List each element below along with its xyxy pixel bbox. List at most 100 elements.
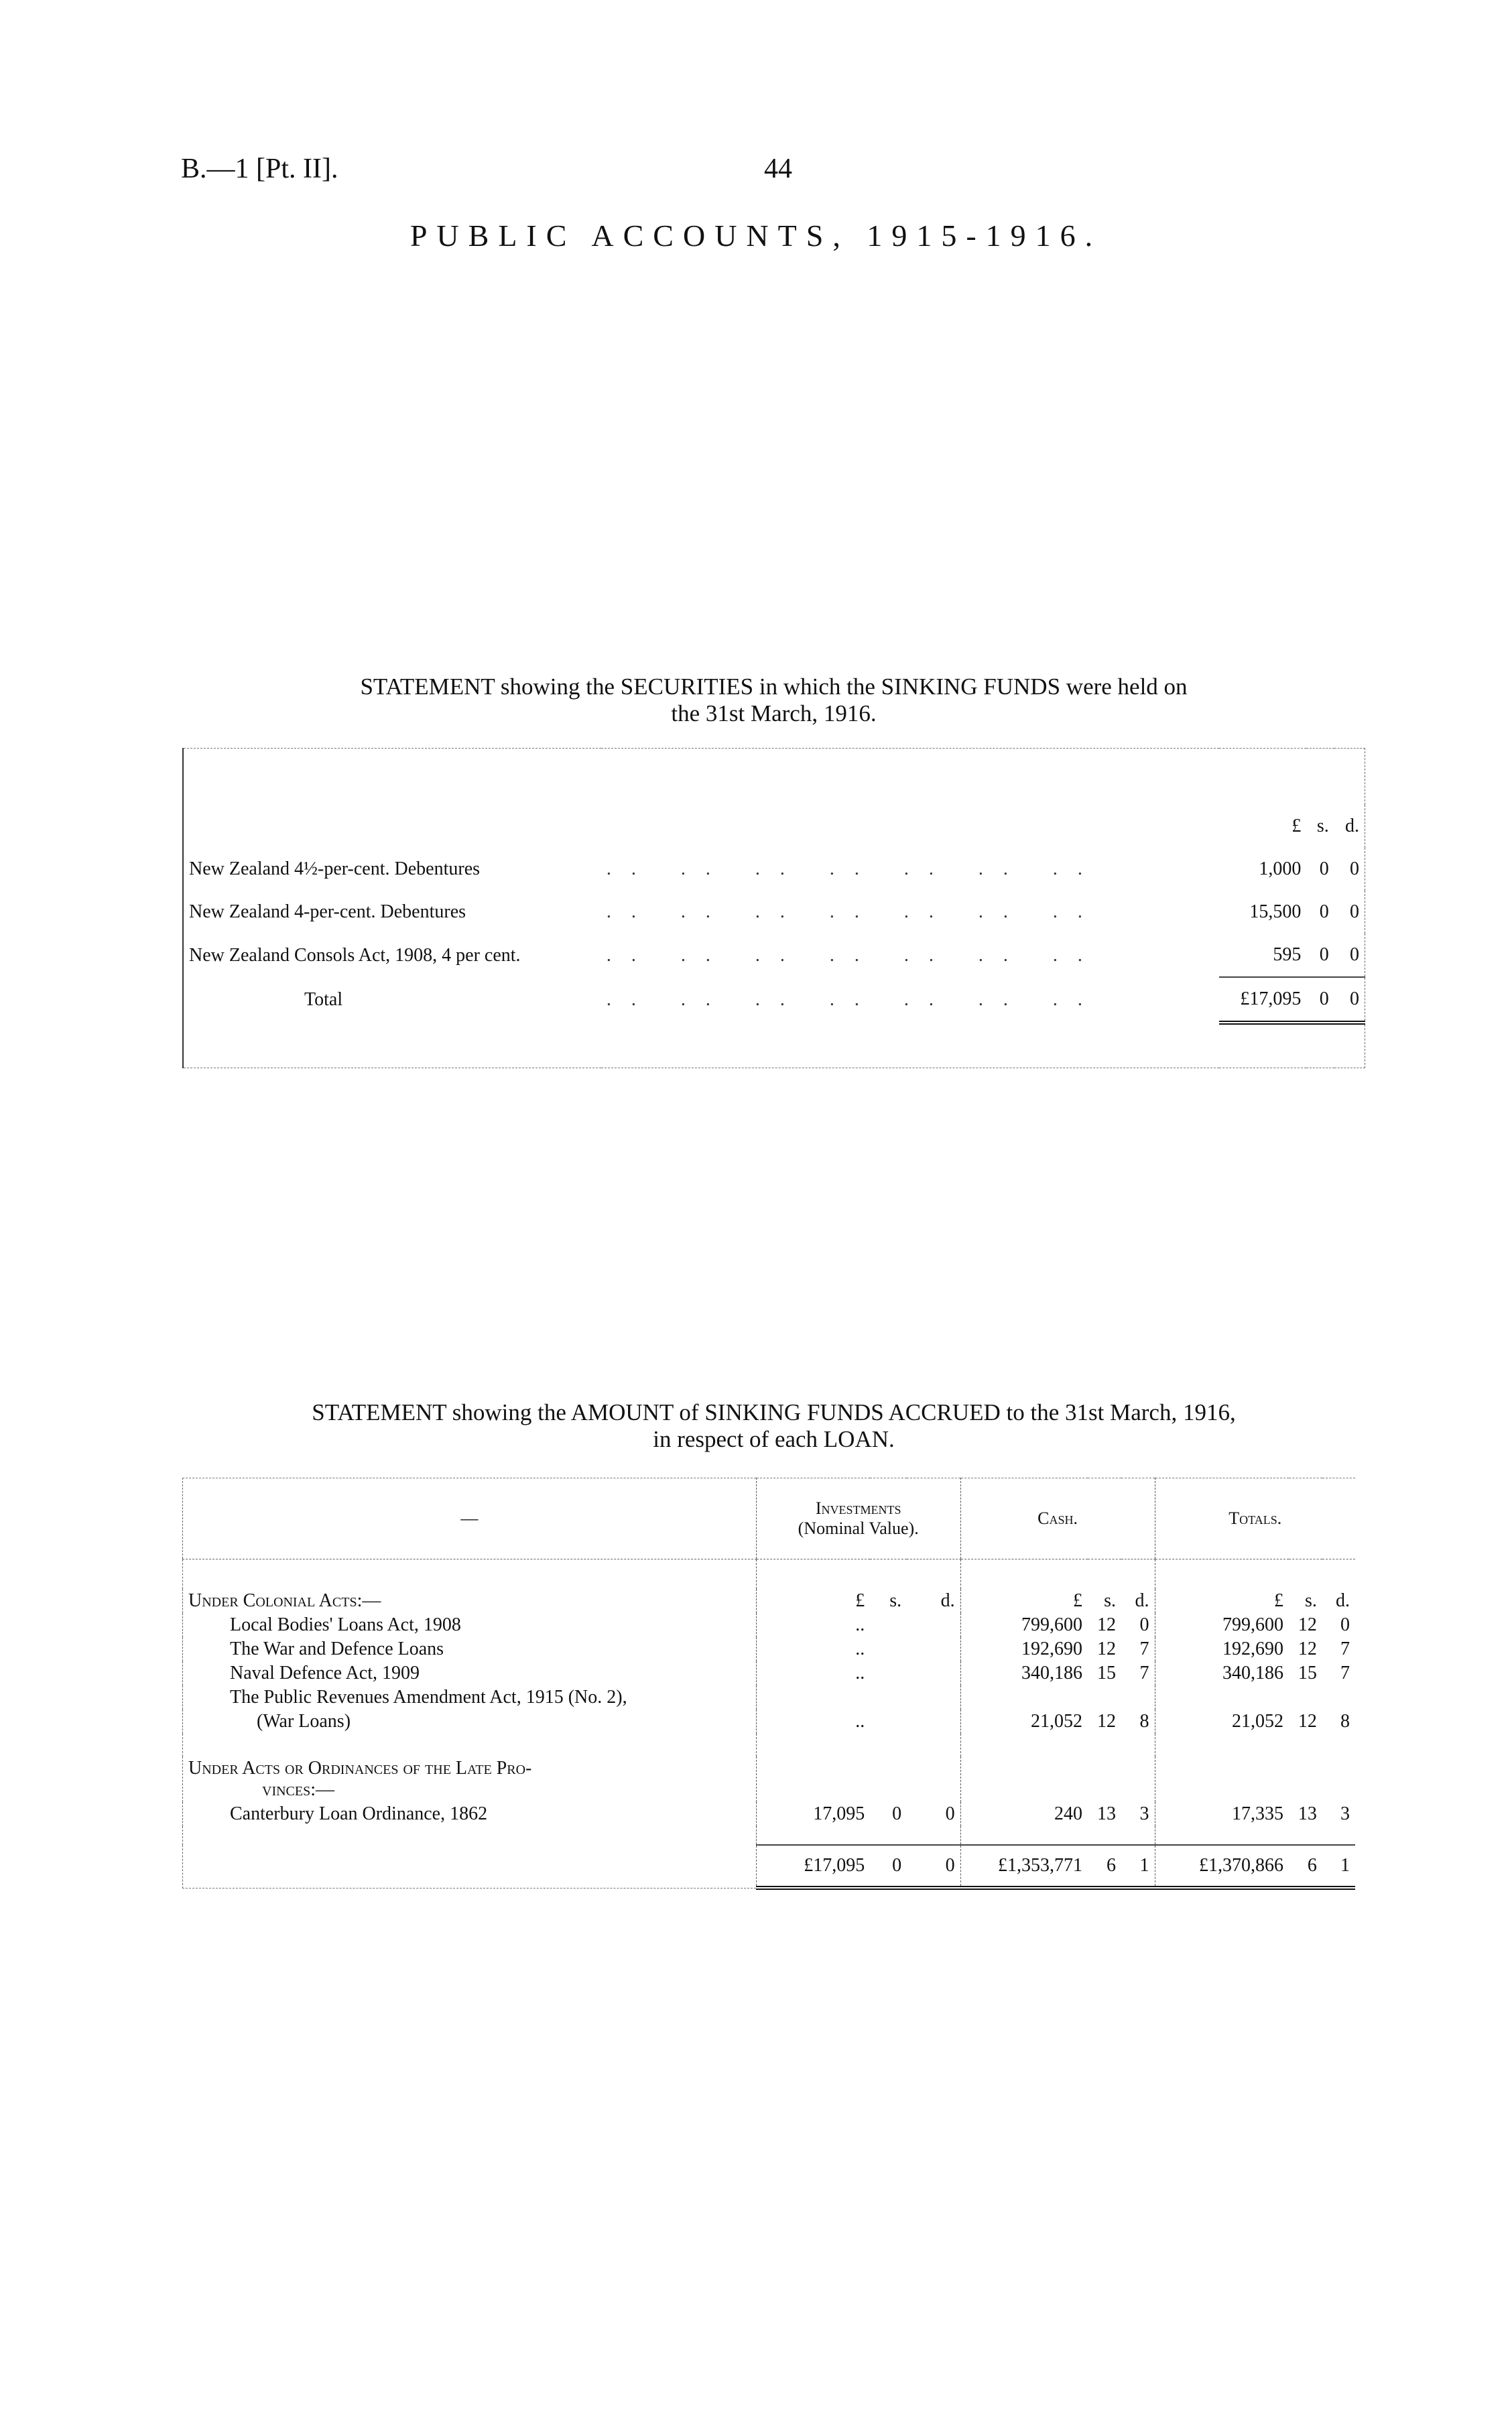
- security-label: New Zealand Consols Act, 1908, 4 per cen…: [189, 944, 521, 966]
- unit-pence: d.: [1135, 1590, 1149, 1611]
- cash-pounds: 340,186: [960, 1661, 1088, 1685]
- cash-shillings: 15: [1097, 1663, 1117, 1683]
- page-title: PUBLIC ACCOUNTS, 1915-1916.: [410, 218, 1102, 253]
- loan-label: Naval Defence Act, 1909: [230, 1663, 420, 1683]
- investments-pounds: ..: [755, 1613, 871, 1637]
- investments-sublabel: (Nominal Value).: [798, 1519, 919, 1538]
- cash-pence: 0: [1139, 1614, 1149, 1635]
- investments-pounds: ..: [755, 1710, 871, 1734]
- amount-pence: 0: [1350, 901, 1359, 922]
- unit-shillings: s.: [1305, 1590, 1317, 1611]
- statement1-title-line2: the 31st March, 1916.: [671, 700, 877, 726]
- amount-shillings: 0: [1319, 858, 1329, 879]
- investments-pounds: ..: [755, 1637, 871, 1661]
- unit-shillings: s.: [889, 1590, 902, 1611]
- table-row: (War Loans).. 21,052 12 8 21,052 12 8: [183, 1710, 1356, 1734]
- totals-pounds: 799,600: [1154, 1613, 1289, 1637]
- statement2-title-line2: in respect of each LOAN.: [653, 1426, 895, 1452]
- cash-shillings: 12: [1097, 1614, 1117, 1635]
- unit-shillings: s.: [1104, 1590, 1117, 1611]
- total-pounds: £17,095: [1218, 976, 1307, 1025]
- unit-pounds: £: [960, 1589, 1088, 1613]
- cash-pounds: 799,600: [960, 1613, 1088, 1637]
- table-row-continued: The Public Revenues Amendment Act, 1915 …: [183, 1685, 1355, 1710]
- total-investments-pence: 0: [907, 1844, 961, 1890]
- investments-pounds: ..: [755, 1661, 871, 1685]
- unit-pence: d.: [1345, 816, 1359, 836]
- sinking-funds-table: — Investments (Nominal Value). Cash. Tot…: [182, 1478, 1355, 1890]
- totals-pence: 8: [1340, 1711, 1350, 1732]
- investments-column-header: Investments (Nominal Value).: [755, 1478, 961, 1559]
- grand-total-shillings: 6: [1288, 1844, 1322, 1890]
- statement1-title-line1: STATEMENT showing the SECURITIES in whic…: [360, 674, 1188, 700]
- total-shillings: 0: [1306, 976, 1334, 1025]
- section-heading: Under Colonial Acts:—: [188, 1590, 381, 1611]
- total-row: Total .. .. .. .. .. .. .. £17,095 0 0: [183, 976, 1365, 1025]
- document-reference: B.—1 [Pt. II].: [181, 153, 338, 184]
- cash-column-header: Cash.: [960, 1478, 1155, 1559]
- total-cash-pounds: £1,353,771: [960, 1844, 1088, 1890]
- total-label: Total: [304, 989, 343, 1010]
- totals-pence: 7: [1340, 1639, 1350, 1659]
- blank-column-header: —: [182, 1478, 757, 1559]
- totals-pounds: 17,335: [1154, 1802, 1289, 1826]
- loan-label: The War and Defence Loans: [230, 1639, 444, 1659]
- loan-label: (War Loans): [257, 1711, 351, 1732]
- amount-pounds: 15,500: [1249, 901, 1302, 922]
- cash-shillings: 13: [1097, 1803, 1117, 1824]
- cash-pence: 3: [1139, 1803, 1149, 1824]
- totals-pounds: 21,052: [1154, 1710, 1289, 1734]
- statement1-title: STATEMENT showing the SECURITIES in whic…: [182, 674, 1365, 727]
- statement2-title-line1: STATEMENT showing the AMOUNT of SINKING …: [312, 1399, 1236, 1425]
- amount-shillings: 0: [1319, 901, 1329, 922]
- section-heading-row: Under Colonial Acts:— £ s. d. £ s. d. £ s. d.: [183, 1589, 1356, 1613]
- grand-total-pounds: £1,370,866: [1154, 1844, 1289, 1890]
- totals-shillings: 13: [1298, 1803, 1317, 1824]
- total-pence: 0: [1334, 976, 1365, 1025]
- unit-pence: d.: [1336, 1590, 1350, 1611]
- investments-pence: 0: [945, 1803, 955, 1824]
- amount-pounds: 1,000: [1259, 858, 1302, 879]
- grand-total-row: £17,095 0 0 £1,353,771 6 1 £1,370,866 6 1: [183, 1844, 1355, 1890]
- investments-pounds: 17,095: [755, 1802, 871, 1826]
- totals-column-header: Totals.: [1154, 1478, 1355, 1559]
- totals-shillings: 12: [1298, 1614, 1317, 1635]
- totals-pence: 7: [1340, 1663, 1350, 1683]
- cash-pence: 7: [1139, 1663, 1149, 1683]
- investments-shillings: 0: [892, 1803, 902, 1824]
- units-row: £ s. d.: [183, 805, 1365, 848]
- table-row: Canterbury Loan Ordinance, 1862 17,095 0 0…: [183, 1802, 1356, 1826]
- amount-shillings: 0: [1319, 944, 1329, 965]
- totals-pence: 0: [1340, 1614, 1350, 1635]
- cash-pence: 8: [1139, 1711, 1149, 1732]
- totals-shillings: 12: [1298, 1711, 1317, 1732]
- amount-pounds: 595: [1273, 944, 1302, 965]
- investments-label: Investments: [815, 1498, 901, 1518]
- section-heading-row: Under Acts or Ordinances of the Late Pro…: [183, 1756, 1355, 1802]
- header-row: — Investments (Nominal Value). Cash. Tot…: [182, 1478, 1355, 1559]
- cash-shillings: 12: [1097, 1711, 1117, 1732]
- table-row: New Zealand Consols Act, 1908, 4 per cen…: [183, 934, 1365, 977]
- section-heading: Under Acts or Ordinances of the Late Pro…: [188, 1758, 532, 1800]
- totals-pounds: 192,690: [1154, 1637, 1289, 1661]
- total-cash-pence: 1: [1121, 1844, 1155, 1890]
- loan-label: The Public Revenues Amendment Act, 1915 …: [230, 1687, 627, 1708]
- total-investments-pounds: £17,095: [755, 1844, 871, 1890]
- cash-pounds: 192,690: [960, 1637, 1088, 1661]
- cash-shillings: 12: [1097, 1639, 1117, 1659]
- amount-pence: 0: [1350, 944, 1359, 965]
- table-row: Local Bodies' Loans Act, 1908.. 799,600 12…: [183, 1613, 1356, 1637]
- loan-label: Local Bodies' Loans Act, 1908: [230, 1614, 461, 1635]
- securities-table: £ s. d. New Zealand 4½-per-cent. Debentu…: [182, 748, 1365, 1068]
- statement2-title: STATEMENT showing the AMOUNT of SINKING …: [182, 1399, 1365, 1453]
- totals-shillings: 15: [1298, 1663, 1317, 1683]
- table-row: New Zealand 4-per-cent. Debentures .. ..…: [183, 891, 1365, 934]
- totals-shillings: 12: [1298, 1639, 1317, 1659]
- cash-pounds: 240: [960, 1802, 1088, 1826]
- unit-pounds: £: [755, 1589, 871, 1613]
- unit-pounds: £: [1154, 1589, 1289, 1613]
- table-row: The War and Defence Loans.. 192,690 12 7 192…: [183, 1637, 1356, 1661]
- unit-shillings: s.: [1316, 816, 1329, 836]
- table-row: New Zealand 4½-per-cent. Debentures .. .…: [183, 848, 1365, 891]
- totals-pence: 3: [1340, 1803, 1350, 1824]
